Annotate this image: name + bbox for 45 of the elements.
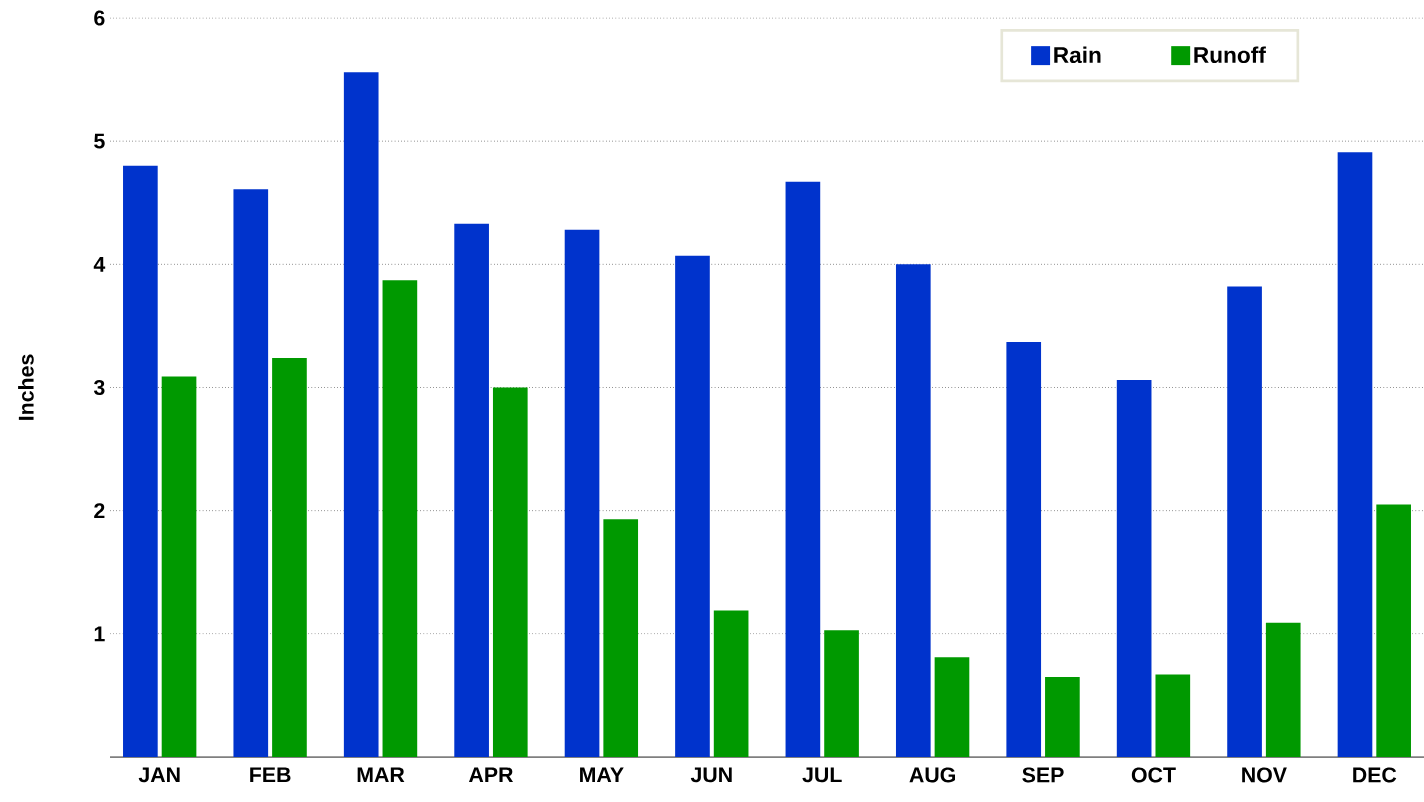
bar <box>454 223 489 757</box>
y-tick-label: 2 <box>94 503 105 519</box>
legend-label: Runoff <box>1194 46 1266 64</box>
bar <box>934 657 970 757</box>
x-tick-label: NOV <box>1242 767 1287 783</box>
bar <box>603 519 639 757</box>
bar <box>1265 622 1301 757</box>
bar <box>233 189 269 757</box>
bar <box>824 630 859 757</box>
bar <box>1376 504 1411 757</box>
x-tick-label: MAY <box>580 767 624 783</box>
bar <box>1045 676 1080 757</box>
x-tick-label: OCT <box>1131 767 1176 783</box>
bar <box>713 610 749 757</box>
y-tick-label: 6 <box>94 10 105 26</box>
y-tick-label: 1 <box>94 626 105 642</box>
bar <box>785 181 821 757</box>
bar <box>1116 380 1152 757</box>
y-axis-title: Inches <box>18 354 34 420</box>
y-tick-label: 3 <box>93 379 105 396</box>
legend-label: Rain <box>1054 46 1101 64</box>
y-tick-label: 4 <box>93 256 106 272</box>
bar <box>343 72 379 757</box>
bar <box>161 376 197 757</box>
bar <box>492 387 528 757</box>
bar <box>1227 286 1262 757</box>
x-tick-label: JUL <box>802 767 842 783</box>
x-tick-label: SEP <box>1022 767 1064 783</box>
x-tick-label: FEB <box>250 767 291 783</box>
x-tick-label: JAN <box>138 767 180 783</box>
x-tick-label: MAR <box>357 767 405 783</box>
x-tick-label: APR <box>468 767 514 783</box>
x-tick-label: DEC <box>1353 767 1397 783</box>
bar <box>272 357 307 757</box>
x-tick-label: AUG <box>909 767 955 783</box>
x-tick-label: JUN <box>690 767 732 783</box>
bar <box>895 264 931 757</box>
bar <box>1337 152 1373 757</box>
bar <box>675 255 710 757</box>
bar <box>1006 341 1042 757</box>
y-tick-label: 5 <box>94 133 105 149</box>
bar <box>382 280 418 757</box>
bar <box>123 165 158 757</box>
bar <box>564 229 600 757</box>
bar <box>1155 674 1191 757</box>
